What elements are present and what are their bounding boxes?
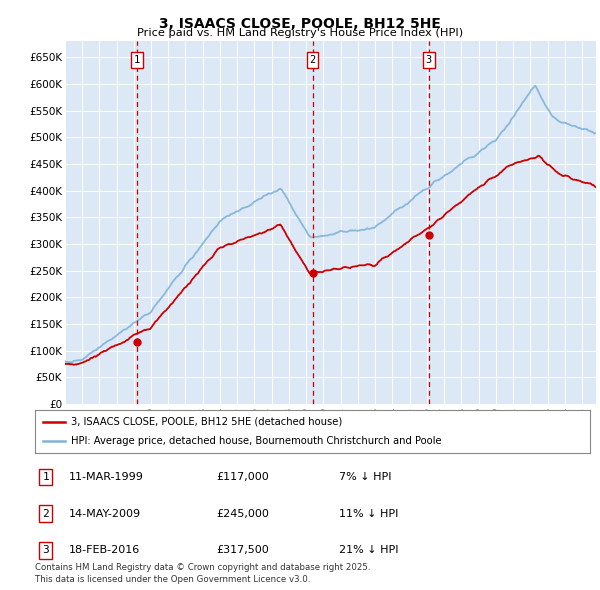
- Text: 2: 2: [310, 55, 316, 65]
- Text: 3, ISAACS CLOSE, POOLE, BH12 5HE: 3, ISAACS CLOSE, POOLE, BH12 5HE: [159, 17, 441, 31]
- Text: Contains HM Land Registry data © Crown copyright and database right 2025.
This d: Contains HM Land Registry data © Crown c…: [35, 563, 370, 584]
- Text: 2: 2: [42, 509, 49, 519]
- Text: 3, ISAACS CLOSE, POOLE, BH12 5HE (detached house): 3, ISAACS CLOSE, POOLE, BH12 5HE (detach…: [71, 417, 342, 427]
- Text: 3: 3: [42, 545, 49, 555]
- Text: 1: 1: [42, 472, 49, 482]
- Text: 11% ↓ HPI: 11% ↓ HPI: [339, 509, 398, 519]
- Text: 1: 1: [134, 55, 140, 65]
- Text: 3: 3: [426, 55, 432, 65]
- Text: 18-FEB-2016: 18-FEB-2016: [69, 545, 140, 555]
- Text: 11-MAR-1999: 11-MAR-1999: [69, 472, 144, 482]
- Text: £117,000: £117,000: [216, 472, 269, 482]
- Text: HPI: Average price, detached house, Bournemouth Christchurch and Poole: HPI: Average price, detached house, Bour…: [71, 436, 442, 446]
- Text: 21% ↓ HPI: 21% ↓ HPI: [339, 545, 398, 555]
- Text: £245,000: £245,000: [216, 509, 269, 519]
- Text: £317,500: £317,500: [216, 545, 269, 555]
- Text: Price paid vs. HM Land Registry's House Price Index (HPI): Price paid vs. HM Land Registry's House …: [137, 28, 463, 38]
- Text: 14-MAY-2009: 14-MAY-2009: [69, 509, 141, 519]
- Text: 7% ↓ HPI: 7% ↓ HPI: [339, 472, 391, 482]
